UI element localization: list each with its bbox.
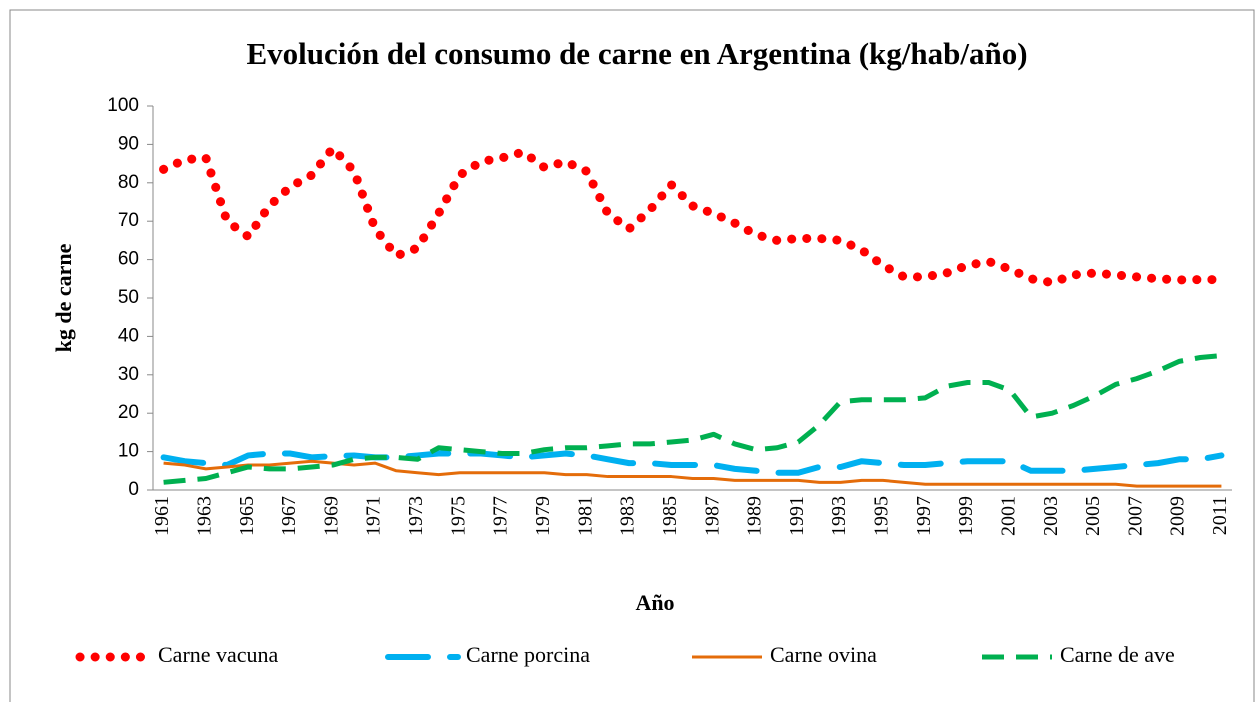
y-tick-label: 30: [118, 364, 139, 385]
x-tick-label: 1977: [490, 496, 512, 536]
x-tick-label: 2007: [1124, 496, 1146, 536]
x-tick-label: 1989: [744, 496, 766, 536]
y-tick-label: 10: [118, 441, 139, 462]
x-tick-label: 1969: [320, 496, 342, 536]
x-tick-label: 1987: [701, 496, 723, 536]
x-tick-label: 1979: [532, 496, 554, 536]
x-tick-label: 1965: [236, 496, 258, 536]
x-tick-label: 1995: [871, 496, 893, 536]
x-tick-label: 1963: [193, 496, 215, 536]
x-tick-label: 2011: [1209, 496, 1231, 535]
x-tick-label: 1961: [151, 496, 173, 536]
x-tick-label: 1981: [574, 496, 596, 536]
y-tick-label: 90: [118, 133, 139, 154]
x-tick-label: 1999: [955, 496, 977, 536]
x-tick-label: 2003: [1040, 496, 1062, 536]
x-tick-label: 2009: [1167, 496, 1189, 536]
chart-frame: [9, 9, 1255, 702]
series-line: [163, 353, 1222, 485]
x-tick-label: 1971: [363, 496, 385, 536]
x-tick-label: 1997: [913, 496, 935, 536]
x-tick-label: 2005: [1082, 496, 1104, 536]
legend-label: Carne ovina: [770, 642, 877, 667]
x-tick-label: 1975: [447, 496, 469, 536]
y-tick-label: 70: [118, 210, 139, 231]
x-axis-label: Año: [635, 590, 674, 615]
x-tick-label: 1967: [278, 496, 300, 536]
x-tick-label: 1991: [786, 496, 808, 536]
x-tick-label: 1983: [617, 496, 639, 536]
y-tick-label: 0: [128, 479, 139, 500]
y-tick-label: 20: [118, 402, 139, 423]
x-tick-label: 1973: [405, 496, 427, 536]
series-line: [159, 143, 1226, 288]
y-tick-label: 60: [118, 249, 139, 270]
legend-label: Carne de ave: [1060, 642, 1175, 667]
y-tick-label: 80: [118, 172, 139, 193]
legend-label: Carne vacuna: [158, 642, 279, 667]
chart-title: Evolución del consumo de carne en Argent…: [246, 36, 1027, 71]
legend-label: Carne porcina: [466, 642, 590, 667]
y-tick-label: 40: [118, 325, 139, 346]
x-tick-label: 1993: [828, 496, 850, 536]
y-tick-label: 100: [107, 95, 139, 116]
series-line: [160, 450, 1225, 476]
y-axis-label: kg de carne: [51, 243, 76, 352]
x-tick-label: 2001: [997, 496, 1019, 536]
y-tick-label: 50: [118, 287, 139, 308]
x-tick-label: 1985: [659, 496, 681, 536]
